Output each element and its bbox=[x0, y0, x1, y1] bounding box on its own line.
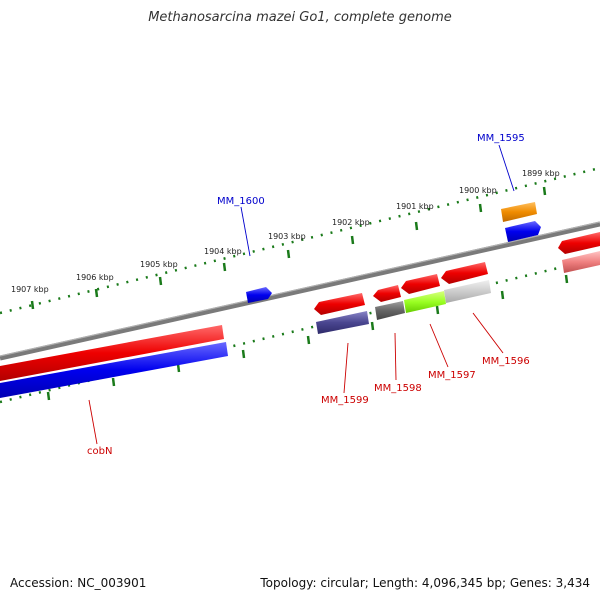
gene-labels: MM_1595 MM_1600 MM_1599 MM_1598 MM_1597 … bbox=[87, 133, 530, 457]
gene-mm1600[interactable] bbox=[246, 287, 272, 303]
genome-summary-text: Topology: circular; Length: 4,096,345 bp… bbox=[260, 576, 590, 590]
tick-label-1904: 1904 kbp bbox=[204, 247, 242, 256]
gene-mm1597[interactable] bbox=[404, 291, 446, 313]
gene-cobN[interactable] bbox=[0, 342, 228, 398]
gene-mm1598-red[interactable] bbox=[373, 285, 401, 302]
tick-label-1899: 1899 kbp bbox=[522, 169, 560, 178]
gene-mm1599[interactable] bbox=[316, 311, 369, 334]
map-title: Methanosarcina mazei Go1, complete genom… bbox=[148, 10, 452, 25]
genome-backbone bbox=[0, 221, 600, 361]
outer-track bbox=[0, 166, 600, 315]
gene-label-mm1598[interactable]: MM_1598 bbox=[374, 383, 422, 394]
tick-label-1907: 1907 kbp bbox=[11, 285, 49, 294]
tick-label-1906: 1906 kbp bbox=[76, 273, 114, 282]
tick-label-1900: 1900 kbp bbox=[459, 186, 497, 195]
major-ticks bbox=[30, 186, 547, 310]
gene-right-red[interactable] bbox=[558, 232, 600, 254]
gene-mm1596-red[interactable] bbox=[441, 262, 488, 284]
tick-labels: 1899 kbp 1900 kbp 1901 kbp 1902 kbp 1903… bbox=[11, 169, 560, 294]
gene-label-cobN[interactable]: cobN bbox=[87, 446, 112, 457]
accession-text: Accession: NC_003901 bbox=[10, 576, 147, 590]
gene-mm1597-red[interactable] bbox=[401, 274, 440, 294]
gene-mm1599-red[interactable] bbox=[314, 293, 365, 315]
gene-cobN-region-red[interactable] bbox=[0, 325, 224, 381]
tick-label-1905: 1905 kbp bbox=[140, 260, 178, 269]
inner-ticks bbox=[46, 274, 569, 401]
gene-label-mm1599[interactable]: MM_1599 bbox=[321, 395, 369, 406]
inner-track bbox=[0, 256, 600, 404]
gene-mm1598[interactable] bbox=[375, 301, 405, 320]
gene-label-mm1595[interactable]: MM_1595 bbox=[477, 133, 525, 144]
gene-label-mm1596[interactable]: MM_1596 bbox=[482, 356, 530, 367]
tick-label-1902: 1902 kbp bbox=[332, 218, 370, 227]
gene-mm1595-alt[interactable] bbox=[501, 202, 537, 222]
gene-right-pink[interactable] bbox=[562, 251, 600, 273]
label-leaders bbox=[88, 144, 515, 445]
gene-label-mm1597[interactable]: MM_1597 bbox=[428, 370, 476, 381]
gene-mm1596[interactable] bbox=[444, 280, 491, 303]
tick-label-1903: 1903 kbp bbox=[268, 232, 306, 241]
tick-label-1901: 1901 kbp bbox=[396, 202, 434, 211]
gene-label-mm1600[interactable]: MM_1600 bbox=[217, 196, 265, 207]
gene-mm1595[interactable] bbox=[505, 221, 541, 242]
